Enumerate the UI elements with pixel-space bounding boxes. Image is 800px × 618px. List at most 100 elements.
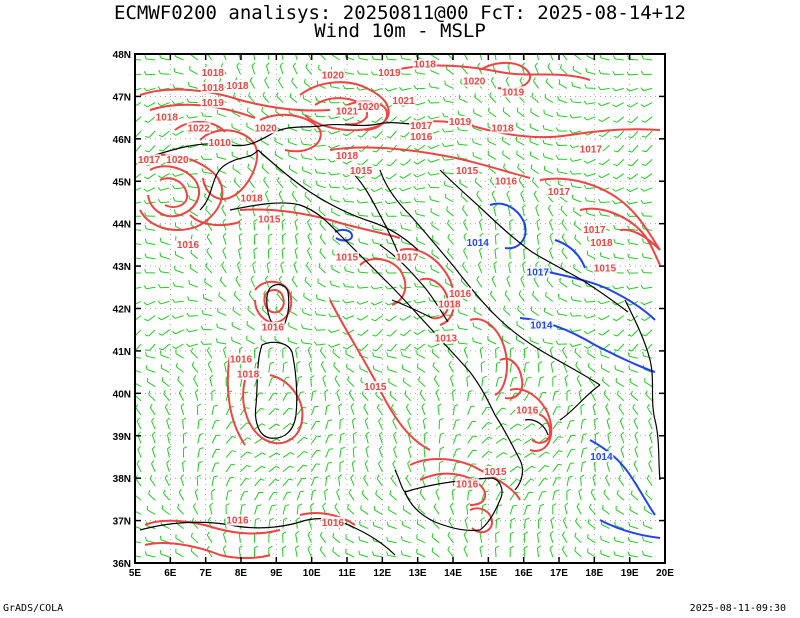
wind-barb	[543, 165, 554, 175]
wind-barb	[163, 489, 170, 501]
wind-barb	[430, 208, 440, 217]
wind-barb	[447, 546, 454, 558]
wind-barb	[574, 234, 582, 245]
wind-barb	[598, 116, 610, 123]
svg-text:1018: 1018	[336, 151, 359, 162]
wind-barb	[477, 261, 483, 274]
wind-barb	[634, 445, 639, 458]
wind-barb	[233, 290, 241, 302]
wind-barb	[307, 54, 312, 61]
wind-barb	[172, 298, 184, 303]
wind-barb	[481, 375, 487, 387]
wind-barb	[386, 551, 397, 558]
wind-barb	[187, 296, 198, 302]
wind-barb	[641, 159, 653, 167]
wind-barb	[495, 531, 500, 543]
wind-barb	[386, 329, 397, 337]
wind-barb	[206, 233, 213, 245]
wind-barb	[399, 173, 412, 179]
wind-barb	[342, 185, 355, 190]
high-pressure-label: 1020	[462, 75, 487, 88]
wind-barb	[135, 73, 142, 76]
wind-barb	[517, 305, 525, 316]
wind-barb	[629, 378, 639, 388]
wind-barb	[555, 340, 568, 345]
wind-barb	[332, 547, 341, 558]
wind-barb	[135, 555, 142, 558]
wind-barb	[328, 183, 340, 189]
wind-barb	[400, 343, 412, 351]
wind-barb	[520, 275, 525, 288]
svg-text:1017: 1017	[138, 155, 161, 166]
wind-barb	[254, 517, 260, 529]
svg-text:1016: 1016	[177, 240, 200, 251]
wind-barb	[555, 155, 568, 160]
high-pressure-label: 1018	[154, 111, 179, 124]
wind-barb	[146, 377, 156, 388]
wind-barb	[566, 420, 575, 430]
high-pressure-label: 1016	[448, 287, 473, 300]
wind-barb	[329, 280, 340, 288]
wind-barb	[144, 551, 156, 558]
wind-barb	[384, 87, 397, 92]
wind-barb	[178, 389, 185, 402]
wind-barb	[599, 252, 610, 260]
wind-barb	[358, 550, 369, 558]
wind-barb	[301, 166, 312, 175]
wind-barb	[571, 194, 582, 203]
wind-barb	[521, 204, 526, 217]
wind-barb	[222, 218, 227, 231]
high-pressure-label: 1017	[409, 120, 434, 132]
wind-barb	[620, 431, 625, 444]
wind-barb	[371, 315, 383, 322]
high-pressure-label: 1016	[229, 353, 253, 366]
wind-barb	[437, 403, 442, 416]
wind-barb	[365, 445, 370, 458]
wind-barb	[518, 176, 525, 189]
wind-barb	[536, 54, 540, 61]
wind-barb	[648, 445, 653, 458]
wind-barb	[189, 264, 199, 274]
wind-barb	[281, 54, 284, 61]
wind-barb	[181, 460, 187, 472]
wind-barb	[463, 247, 469, 260]
wind-barb	[182, 432, 188, 444]
wind-barb	[400, 54, 411, 61]
wind-barb	[574, 347, 582, 359]
wind-barb	[509, 347, 515, 359]
wind-barb	[274, 150, 284, 160]
high-pressure-label: 1016	[455, 478, 480, 491]
wind-barb	[556, 111, 568, 118]
svg-text:1015: 1015	[336, 253, 359, 264]
wind-barb	[159, 252, 170, 260]
wind-barb	[386, 536, 397, 544]
wind-barb	[544, 93, 554, 104]
wind-barb	[370, 300, 383, 306]
wind-barb	[413, 197, 426, 203]
low-pressure-label: 1014	[529, 319, 554, 332]
wind-barb	[135, 215, 142, 217]
wind-barb	[613, 55, 624, 61]
wind-barb	[372, 343, 383, 352]
wind-barb	[421, 403, 426, 416]
wind-barb	[370, 87, 383, 92]
wind-barb	[530, 108, 539, 118]
wind-barb	[151, 431, 156, 444]
wind-barb	[342, 84, 355, 90]
wind-barb	[304, 191, 312, 203]
wind-barb	[626, 187, 639, 193]
wind-barb	[559, 64, 568, 75]
axes: 5E 6E 7E 8E 9E 10E 11E 12E 13E 14E 15E 16E 17E 18E 19E…	[113, 50, 675, 579]
high-pressure-label: 1019	[200, 96, 225, 109]
wind-barb	[491, 275, 497, 288]
wind-barb	[248, 290, 256, 302]
wind-barb	[538, 465, 549, 473]
high-pressure-label: 1016	[494, 175, 518, 187]
wind-barb	[225, 489, 232, 501]
wind-barb	[574, 546, 582, 558]
wind-barb	[641, 116, 653, 123]
wind-barb	[166, 417, 170, 430]
wind-barb	[399, 116, 412, 123]
wind-barb	[399, 86, 411, 91]
wind-barb	[328, 329, 340, 333]
